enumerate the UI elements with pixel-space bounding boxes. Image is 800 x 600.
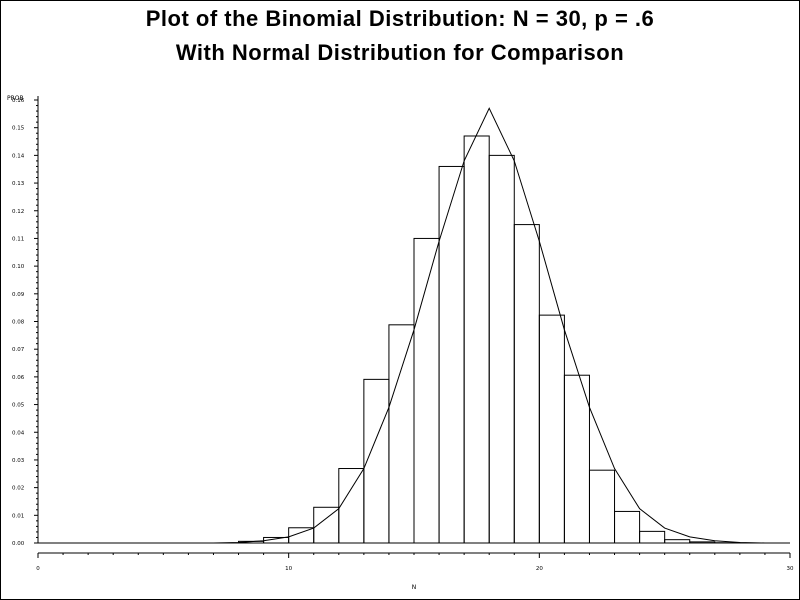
- y-tick-label: 0.09: [12, 292, 25, 298]
- y-tick-label: 0.10: [12, 264, 25, 270]
- y-tick-label: 0.02: [12, 486, 24, 492]
- y-tick-label: 0.14: [12, 153, 25, 159]
- bar: [488, 154, 515, 544]
- y-axis-label: PROB: [7, 95, 24, 102]
- chart-title: Plot of the Binomial Distribution: N = 3…: [145, 6, 655, 31]
- bar: [588, 469, 616, 544]
- y-tick-label: 0.15: [12, 126, 25, 132]
- y-ticks: 0.00 0.01 0.02 0.03 0.04 0.05 0.06 0.07 0.08 0.09…: [12, 98, 38, 547]
- y-tick-label: 0.11: [12, 236, 24, 242]
- bar: [438, 165, 465, 544]
- bar: [639, 530, 666, 544]
- y-tick-label: 0.01: [12, 513, 24, 519]
- y-tick-label: 0.12: [12, 209, 24, 215]
- bar: [513, 224, 540, 544]
- bar: [363, 378, 390, 544]
- x-ticks: 0 10 20 30: [36, 553, 794, 572]
- chart-subtitle: With Normal Distribution for Comparison: [175, 40, 625, 65]
- y-tick-label: 0.16: [12, 98, 25, 104]
- y-tick-label: 0.07: [12, 347, 25, 353]
- y-tick-label: 0.13: [12, 181, 25, 187]
- y-tick-label: 0.04: [12, 430, 25, 436]
- bar: [463, 135, 490, 544]
- x-axis-label: N: [412, 584, 417, 591]
- bar: [614, 510, 641, 544]
- y-tick-label: 0.08: [12, 320, 25, 326]
- x-tick-label: 30: [787, 566, 794, 572]
- y-tick-label: 0.03: [12, 458, 25, 464]
- bar: [563, 374, 590, 544]
- bar: [538, 314, 565, 544]
- x-tick-label: 0: [36, 566, 40, 572]
- bars: [38, 135, 790, 544]
- x-tick-label: 20: [536, 566, 543, 572]
- normal-curve-line: [38, 107, 790, 544]
- bar: [338, 468, 365, 544]
- y-tick-label: 0.05: [12, 403, 25, 409]
- normal-curve: [38, 107, 790, 544]
- y-tick-label: 0.06: [12, 375, 25, 381]
- y-tick-label: 0.00: [12, 541, 25, 547]
- bar: [388, 324, 415, 544]
- x-tick-label: 10: [285, 566, 292, 572]
